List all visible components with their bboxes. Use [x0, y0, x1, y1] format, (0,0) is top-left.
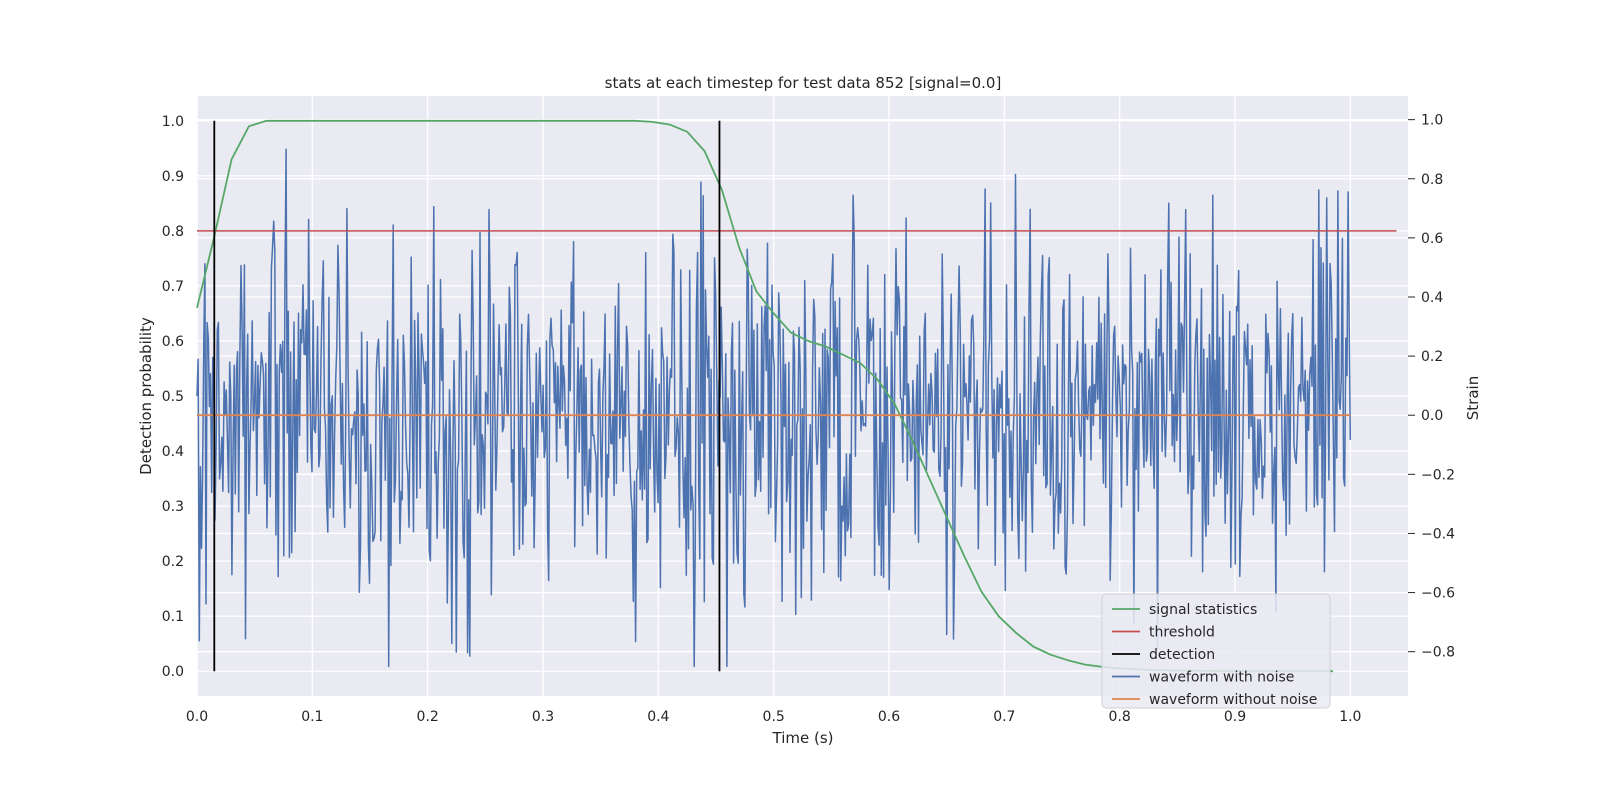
- y-right-tick-label: −0.4: [1421, 526, 1455, 542]
- legend-label: threshold: [1149, 625, 1215, 641]
- y-axis-right-label: Strain: [1464, 376, 1482, 420]
- y-right-tick-label: −0.8: [1421, 645, 1455, 661]
- x-tick-label: 1.0: [1339, 709, 1361, 725]
- y-axis-left-label: Detection probability: [137, 317, 155, 475]
- chart-title: stats at each timestep for test data 852…: [605, 74, 1002, 92]
- x-tick-label: 0.5: [763, 709, 785, 725]
- y-left-tick-label: 0.6: [162, 334, 184, 350]
- y-right-tick-label: 0.4: [1421, 290, 1443, 306]
- x-tick-label: 0.2: [417, 709, 439, 725]
- y-right-tick-label: −0.6: [1421, 586, 1455, 602]
- y-right-tick-label: 0.0: [1421, 408, 1443, 424]
- y-left-tick-label: 0.9: [162, 169, 184, 185]
- y-left-tick-label: 0.0: [162, 664, 184, 680]
- y-right-tick-label: 0.2: [1421, 349, 1443, 365]
- x-tick-label: 0.1: [301, 709, 323, 725]
- legend-box: [1101, 593, 1331, 709]
- y-left-tick-label: 0.1: [162, 609, 184, 625]
- y-left-tick-label: 0.8: [162, 224, 184, 240]
- x-tick-label: 0.0: [186, 709, 208, 725]
- y-left-tick-label: 1.0: [162, 114, 184, 130]
- x-tick-label: 0.9: [1224, 709, 1246, 725]
- x-tick-label: 0.7: [993, 709, 1015, 725]
- series-signal-statistics: [196, 119, 1333, 673]
- y-left-tick-label: 0.7: [162, 279, 184, 295]
- series-layer: [196, 119, 1397, 673]
- x-tick-label: 0.6: [878, 709, 900, 725]
- legend: signal statistics threshold detection wavef…: [1101, 593, 1331, 709]
- y-right-tick-label: 0.6: [1421, 231, 1443, 247]
- x-axis-label: Time (s): [772, 729, 834, 747]
- legend-label: signal statistics: [1149, 602, 1257, 618]
- x-tick-label: 0.4: [647, 709, 669, 725]
- legend-label: detection: [1149, 647, 1215, 663]
- axes: 0.0 0.1 0.2 0.3 0.4 0.5 0.6 0.7 0.8 0.9 1.0 0.0 0.1 0…: [162, 113, 1455, 725]
- y-right-tick-label: −0.2: [1421, 467, 1455, 483]
- y-right-tick-label: 0.8: [1421, 172, 1443, 188]
- legend-label: waveform without noise: [1149, 692, 1317, 708]
- x-tick-label: 0.3: [532, 709, 554, 725]
- y-left-tick-label: 0.2: [162, 554, 184, 570]
- series-waveform-with-noise: [196, 148, 1352, 668]
- y-left-tick-label: 0.5: [162, 389, 184, 405]
- x-tick-label: 0.8: [1109, 709, 1131, 725]
- y-left-tick-label: 0.4: [162, 444, 184, 460]
- y-right-tick-label: 1.0: [1421, 113, 1443, 129]
- legend-label: waveform with noise: [1149, 670, 1294, 686]
- y-left-tick-label: 0.3: [162, 499, 184, 515]
